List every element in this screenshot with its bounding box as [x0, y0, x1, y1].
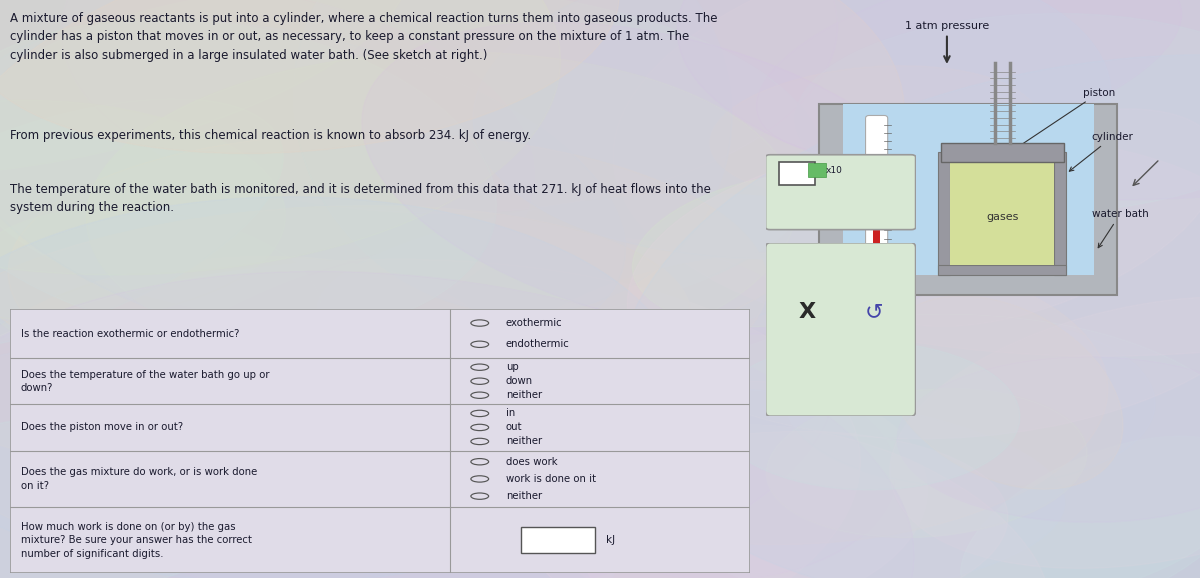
Text: How much work is done on (or by) the gas
mixture? Be sure your answer has the co: How much work is done on (or by) the gas… [20, 522, 252, 558]
Ellipse shape [767, 389, 1087, 538]
FancyBboxPatch shape [766, 155, 916, 229]
Ellipse shape [95, 234, 838, 578]
Ellipse shape [714, 342, 1020, 490]
Ellipse shape [617, 54, 1200, 578]
Text: down: down [505, 376, 533, 386]
Text: up: up [505, 362, 518, 372]
Text: work is done on it: work is done on it [505, 474, 595, 484]
Ellipse shape [575, 424, 1051, 578]
FancyBboxPatch shape [820, 103, 1117, 295]
Bar [1055, 151, 1067, 275]
Ellipse shape [785, 317, 1154, 487]
Ellipse shape [0, 272, 914, 578]
Ellipse shape [0, 206, 691, 476]
Ellipse shape [482, 251, 1108, 544]
Ellipse shape [628, 136, 1200, 439]
Text: exothermic: exothermic [505, 318, 563, 328]
Ellipse shape [0, 19, 497, 338]
Text: neither: neither [505, 436, 541, 446]
Text: piston: piston [1015, 88, 1116, 149]
FancyBboxPatch shape [779, 162, 815, 185]
Text: x10: x10 [826, 166, 842, 175]
Text: kJ: kJ [606, 535, 616, 546]
Ellipse shape [86, 52, 797, 373]
FancyBboxPatch shape [522, 528, 595, 553]
Ellipse shape [317, 194, 869, 358]
Ellipse shape [898, 357, 1200, 523]
Text: out: out [505, 423, 522, 432]
Bar [938, 265, 1067, 275]
Ellipse shape [541, 381, 928, 578]
Text: does work: does work [505, 457, 557, 466]
Ellipse shape [882, 296, 1123, 489]
Ellipse shape [0, 0, 534, 353]
Text: water bath: water bath [1092, 209, 1148, 248]
FancyBboxPatch shape [766, 243, 916, 416]
Bar [872, 159, 881, 262]
Ellipse shape [677, 0, 1200, 200]
Ellipse shape [613, 0, 1200, 356]
Text: Does the gas mixture do work, or is work done
on it?: Does the gas mixture do work, or is work… [20, 468, 257, 491]
Ellipse shape [961, 436, 1200, 578]
Text: Does the temperature of the water bath go up or
down?: Does the temperature of the water bath g… [20, 369, 269, 393]
Ellipse shape [0, 256, 510, 548]
Ellipse shape [0, 0, 823, 329]
Ellipse shape [533, 431, 1008, 578]
Text: Does the piston move in or out?: Does the piston move in or out? [20, 423, 182, 432]
Text: neither: neither [505, 491, 541, 501]
FancyBboxPatch shape [10, 309, 750, 573]
FancyBboxPatch shape [865, 116, 888, 276]
Text: gases: gases [986, 212, 1019, 222]
Ellipse shape [0, 0, 619, 154]
Ellipse shape [362, 22, 955, 334]
Ellipse shape [625, 314, 1200, 578]
Ellipse shape [890, 297, 1200, 568]
Circle shape [863, 257, 890, 280]
FancyBboxPatch shape [808, 162, 826, 177]
Ellipse shape [0, 0, 905, 401]
Bar [938, 151, 950, 275]
Ellipse shape [8, 133, 768, 423]
Text: endothermic: endothermic [505, 339, 570, 349]
Ellipse shape [238, 385, 1064, 578]
Text: X: X [799, 302, 816, 322]
FancyBboxPatch shape [842, 103, 1094, 275]
Ellipse shape [0, 100, 286, 320]
Ellipse shape [710, 66, 1039, 199]
Ellipse shape [473, 0, 1111, 258]
Ellipse shape [0, 260, 860, 578]
Ellipse shape [61, 0, 838, 213]
Ellipse shape [632, 172, 946, 327]
Ellipse shape [0, 0, 560, 275]
Text: ↺: ↺ [864, 302, 883, 322]
Text: in: in [505, 409, 515, 418]
Ellipse shape [796, 13, 1200, 213]
Bar [950, 157, 1055, 265]
Ellipse shape [563, 379, 895, 578]
Text: Is the reaction exothermic or endothermic?: Is the reaction exothermic or endothermi… [20, 329, 239, 339]
Ellipse shape [0, 99, 283, 353]
Ellipse shape [293, 0, 732, 314]
Ellipse shape [0, 20, 625, 359]
Text: The temperature of the water bath is monitored, and it is determined from this d: The temperature of the water bath is mon… [10, 183, 710, 214]
Text: A mixture of gaseous reactants is put into a cylinder, where a chemical reaction: A mixture of gaseous reactants is put in… [10, 12, 718, 62]
Ellipse shape [756, 0, 1182, 156]
Text: From previous experiments, this chemical reaction is known to absorb 234. kJ of : From previous experiments, this chemical… [10, 129, 530, 142]
Ellipse shape [0, 209, 322, 375]
Ellipse shape [852, 109, 1200, 327]
Text: cylinder: cylinder [1069, 132, 1134, 171]
Bar [941, 143, 1064, 162]
Ellipse shape [0, 0, 413, 177]
Ellipse shape [0, 403, 344, 578]
Text: 1 atm pressure: 1 atm pressure [905, 21, 989, 31]
Ellipse shape [0, 197, 682, 578]
Ellipse shape [0, 336, 617, 578]
Text: neither: neither [505, 390, 541, 400]
Ellipse shape [318, 380, 684, 518]
